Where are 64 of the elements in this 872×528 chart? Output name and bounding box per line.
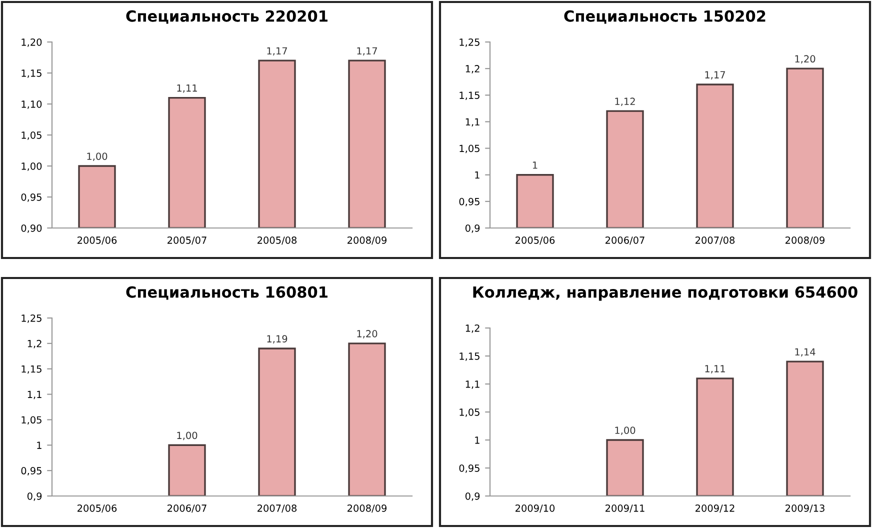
- chart-title: Специальность 150202: [564, 10, 766, 24]
- chart-title: Специальность 220201: [126, 10, 328, 24]
- y-tick-label: 1,10: [22, 100, 42, 109]
- x-tick-label: 2009/12: [696, 504, 734, 513]
- data-label: 1,20: [357, 330, 378, 338]
- x-tick-label: 2005/06: [78, 236, 117, 245]
- y-tick-label: 1,00: [22, 162, 42, 171]
- y-tick-label: 0,95: [21, 193, 42, 202]
- y-tick-label: 1,20: [22, 38, 42, 47]
- data-label: 1,11: [177, 84, 197, 93]
- data-label: 1,17: [357, 47, 377, 56]
- data-label: 1,20: [795, 55, 816, 64]
- y-tick-label: 1: [475, 436, 480, 444]
- y-tick-label: 0,95: [459, 198, 480, 206]
- y-tick-label: 1,15: [460, 92, 480, 100]
- data-label: 1,00: [87, 152, 108, 161]
- y-tick-label: 1,05: [460, 144, 480, 154]
- y-tick-label: 1,25: [22, 314, 42, 323]
- data-label: 1: [532, 162, 538, 169]
- x-tick-label: 2007/08: [258, 504, 297, 513]
- y-tick-label: 1,25: [460, 38, 480, 47]
- y-tick-label: 0,9: [465, 492, 480, 501]
- x-tick-label: 2005/06: [516, 236, 555, 245]
- data-label: 1,00: [177, 432, 198, 440]
- x-tick-label: 2006/07: [168, 504, 206, 513]
- y-tick-label: 1,05: [22, 416, 42, 425]
- data-label: 1,11: [705, 365, 725, 374]
- y-tick-label: 1: [475, 171, 480, 179]
- x-tick-label: 2008/09: [348, 504, 387, 513]
- y-tick-label: 1,2: [466, 65, 480, 74]
- x-tick-label: 2009/10: [516, 504, 555, 513]
- x-tick-label: 2005/08: [258, 236, 297, 245]
- y-tick-label: 1,15: [22, 365, 42, 374]
- y-tick-label: 0,90: [21, 224, 42, 233]
- y-tick-label: 1,15: [460, 352, 480, 361]
- chart-title: Колледж, направление подготовки 654600: [473, 286, 858, 301]
- data-label: 1,14: [795, 348, 816, 357]
- x-tick-label: 2009/13: [786, 504, 824, 513]
- x-tick-label: 2009/11: [606, 504, 644, 513]
- x-tick-label: 2005/07: [168, 236, 206, 245]
- y-tick-label: 1,05: [22, 131, 42, 140]
- y-tick-label: 1,15: [22, 70, 42, 78]
- y-tick-label: 0,95: [459, 464, 480, 473]
- data-label: 1,19: [267, 335, 288, 344]
- x-tick-label: 2007/08: [696, 236, 735, 245]
- y-tick-label: 0,9: [27, 492, 42, 501]
- data-label: 1,17: [705, 71, 725, 80]
- data-label: 1,12: [615, 98, 635, 106]
- data-label: 1,00: [615, 426, 636, 435]
- data-label: 1,17: [267, 47, 287, 56]
- chart-title: Специальность 160801: [126, 286, 328, 300]
- x-tick-label: 2008/09: [348, 236, 387, 245]
- y-tick-label: 1,05: [460, 408, 480, 417]
- x-tick-label: 2008/09: [786, 236, 825, 245]
- y-tick-label: 0,9: [465, 224, 480, 233]
- y-tick-label: 1,2: [28, 340, 42, 348]
- y-tick-label: 1,2: [466, 324, 480, 333]
- y-tick-label: 0,95: [21, 467, 42, 476]
- y-tick-label: 1: [37, 442, 42, 449]
- y-tick-label: 1,1: [466, 380, 480, 389]
- x-tick-label: 2005/06: [78, 504, 117, 513]
- y-tick-label: 1,1: [466, 118, 480, 127]
- x-tick-label: 2006/07: [606, 236, 644, 245]
- y-tick-label: 1,1: [28, 390, 42, 400]
